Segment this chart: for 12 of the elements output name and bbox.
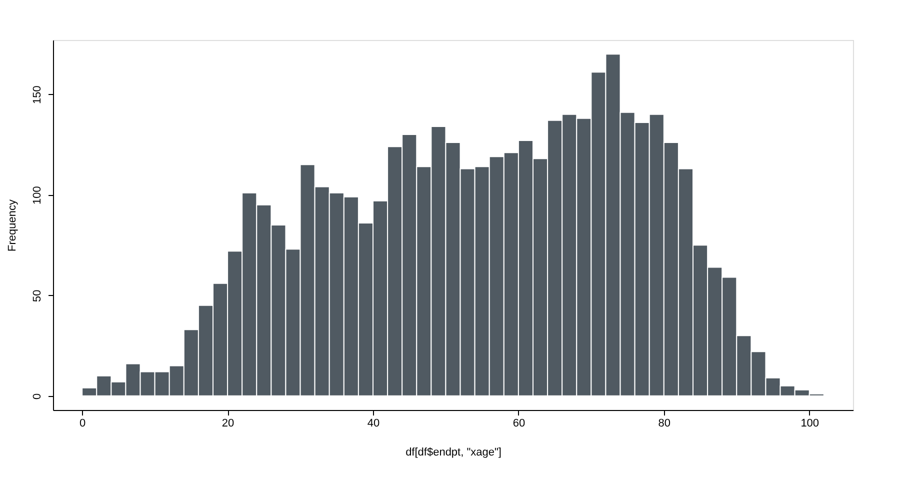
x-tick-label: 100 [800,418,820,430]
x-tick-label: 60 [512,418,526,430]
x-tick-label: 20 [222,418,234,430]
y-tick-label: 50 [32,290,44,302]
y-tick-label: 100 [32,186,44,205]
y-tick-label: 150 [32,86,44,104]
x-tick-label: 80 [658,418,671,430]
x-axis-title: df[df$endpt, "xage"] [406,446,502,458]
x-tick-label: 40 [367,418,380,430]
y-axis-title: Frequency [6,199,18,252]
y-tick-label: 0 [32,393,44,400]
x-tick-label: 0 [80,418,86,430]
